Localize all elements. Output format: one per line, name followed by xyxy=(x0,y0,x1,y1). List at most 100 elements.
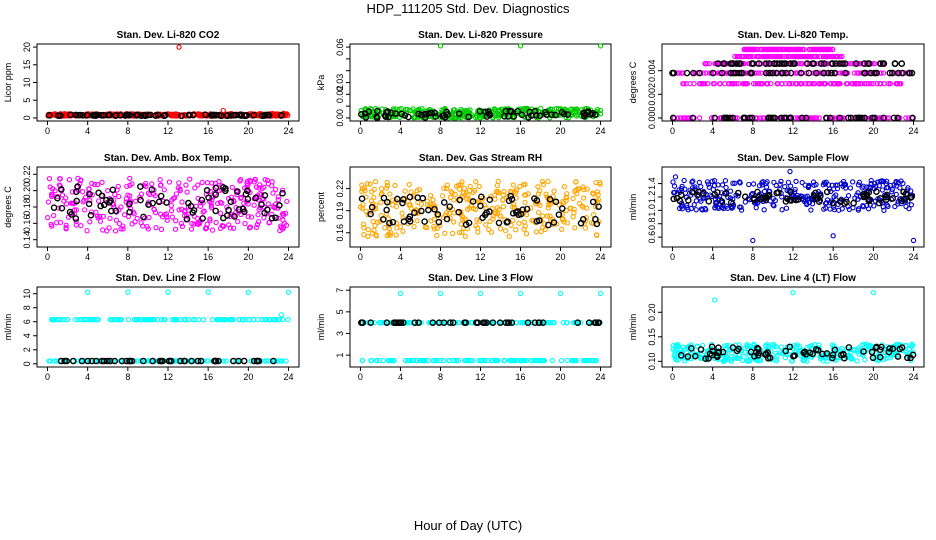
data-point xyxy=(824,197,831,203)
data-point xyxy=(261,184,267,190)
data-point xyxy=(446,203,454,211)
data-point xyxy=(799,179,805,186)
data-point xyxy=(706,184,712,190)
y-tick-label: 0.004 xyxy=(647,59,657,82)
data-point xyxy=(823,200,830,206)
data-point xyxy=(140,213,147,221)
data-point xyxy=(575,186,581,192)
data-point xyxy=(861,114,869,122)
y-tick-label: 0.6 xyxy=(647,231,657,244)
data-point xyxy=(904,354,911,362)
y-tick-label: 0 xyxy=(22,115,32,120)
data-point xyxy=(854,81,861,87)
x-tick-label: 20 xyxy=(868,126,878,136)
data-point xyxy=(750,46,756,53)
data-point xyxy=(268,214,276,222)
data-point xyxy=(452,115,458,121)
data-point xyxy=(80,199,86,205)
data-point xyxy=(99,179,105,186)
data-point xyxy=(540,181,547,188)
data-point xyxy=(855,114,863,122)
data-point xyxy=(361,110,369,117)
data-point xyxy=(400,215,406,221)
data-point xyxy=(209,180,215,186)
x-tick-label: 16 xyxy=(828,126,838,136)
data-point xyxy=(793,81,800,87)
data-point xyxy=(467,183,473,190)
x-tick-label: 8 xyxy=(750,252,755,262)
data-point xyxy=(849,356,855,362)
data-point xyxy=(280,316,286,323)
data-point xyxy=(549,357,555,364)
data-point xyxy=(88,357,96,365)
data-point xyxy=(449,230,456,237)
data-point xyxy=(98,111,105,119)
y-axis-label: ml/min xyxy=(628,194,638,221)
data-point xyxy=(269,211,275,218)
data-point xyxy=(910,349,916,355)
data-point xyxy=(358,319,365,326)
data-point xyxy=(782,347,789,355)
data-point xyxy=(580,357,586,364)
data-point xyxy=(456,229,463,236)
data-point xyxy=(50,212,57,219)
data-point xyxy=(895,69,902,77)
data-point xyxy=(469,357,476,364)
data-point xyxy=(425,110,432,117)
data-point xyxy=(78,357,86,365)
data-point xyxy=(700,70,706,76)
data-point xyxy=(581,186,587,193)
data-point xyxy=(189,111,197,119)
data-point xyxy=(226,222,232,228)
data-point xyxy=(486,111,494,119)
data-point xyxy=(762,60,770,67)
data-point xyxy=(207,218,213,224)
series-samples xyxy=(670,168,917,244)
data-point xyxy=(263,316,270,323)
data-point xyxy=(148,316,154,323)
data-point xyxy=(750,53,756,60)
data-point xyxy=(95,189,102,197)
y-tick-label: 7 xyxy=(335,288,345,293)
data-point xyxy=(217,225,224,231)
y-tick-label: 1.0 xyxy=(647,204,657,217)
data-point xyxy=(728,356,734,362)
data-point xyxy=(496,206,502,213)
data-point xyxy=(881,178,887,185)
data-point xyxy=(779,46,786,53)
data-point xyxy=(439,193,446,199)
data-point xyxy=(831,206,837,213)
y-tick-label: 0.16 xyxy=(335,224,345,242)
data-point xyxy=(709,178,715,184)
x-tick-label: 24 xyxy=(284,372,294,382)
data-point xyxy=(392,182,398,189)
data-point xyxy=(748,114,756,122)
data-point xyxy=(769,69,777,77)
data-point xyxy=(856,179,863,185)
data-point xyxy=(369,189,375,195)
data-point xyxy=(903,115,909,121)
data-point xyxy=(151,316,157,323)
data-point xyxy=(520,182,527,188)
data-point xyxy=(773,358,780,364)
plot-frame xyxy=(36,43,300,122)
data-point xyxy=(854,346,861,353)
data-point xyxy=(679,183,685,190)
data-point xyxy=(384,179,390,186)
data-point xyxy=(735,193,741,199)
data-point xyxy=(763,184,770,190)
data-point xyxy=(280,212,287,219)
data-point xyxy=(817,60,825,67)
data-point xyxy=(202,111,209,119)
data-point xyxy=(521,226,527,232)
data-point xyxy=(131,316,138,323)
data-point xyxy=(411,114,417,120)
data-point xyxy=(723,184,729,191)
data-point xyxy=(273,186,279,193)
data-point xyxy=(785,179,792,185)
data-point xyxy=(496,114,502,121)
data-point xyxy=(738,69,745,77)
data-point xyxy=(798,60,804,67)
data-point xyxy=(116,193,122,200)
data-point xyxy=(827,200,833,206)
